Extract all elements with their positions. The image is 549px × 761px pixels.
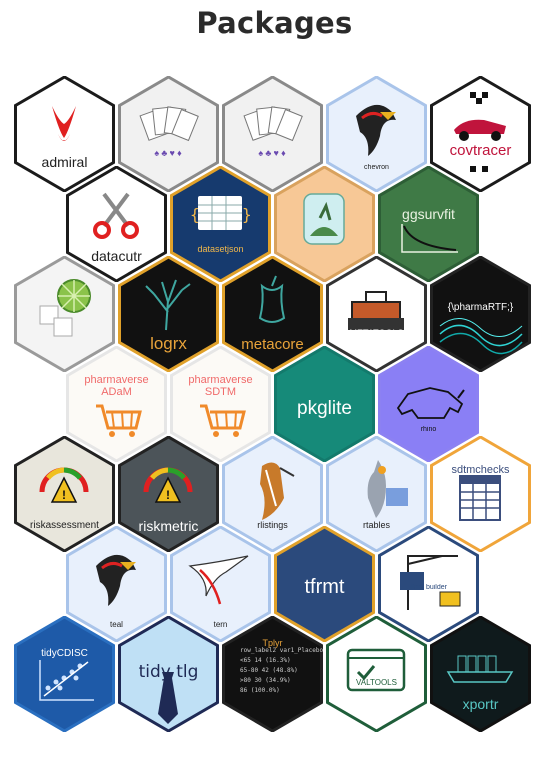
package-hex-chevron[interactable]: chevron — [326, 76, 427, 192]
red-bird-icon — [14, 76, 115, 192]
gauge-icon: ! — [118, 436, 219, 552]
scatter-icon — [14, 616, 115, 732]
crane-icon — [378, 526, 479, 642]
cockatiel-icon — [326, 436, 427, 552]
hex-sticker — [274, 346, 375, 462]
toolbox-icon — [326, 256, 427, 372]
lime-ice-icon — [14, 256, 115, 372]
page-title: Packages — [196, 6, 353, 40]
svg-text:<65 14 (16.3%): <65 14 (16.3%) — [240, 657, 291, 664]
package-hex-terrarium-icon[interactable] — [274, 166, 375, 282]
svg-text:>80 30 (34.9%): >80 30 (34.9%) — [240, 677, 291, 684]
cart-icon — [66, 346, 167, 462]
package-hex-tidy-tlg[interactable]: tidy tlg — [118, 616, 219, 732]
table-grid-icon — [430, 436, 531, 552]
package-hex-playing-cards-icon[interactable]: ♠ ♣ ♥ ♦ — [118, 76, 219, 192]
package-hex-valtools[interactable]: VALTOOLS — [326, 616, 427, 732]
package-hex-metatools[interactable]: METATOOLS — [326, 256, 427, 372]
bird-icon — [326, 76, 427, 192]
package-hex-tern[interactable]: tern — [170, 526, 271, 642]
hoopoe-icon — [222, 436, 323, 552]
package-hex-playing-cards-icon[interactable]: ♠ ♣ ♥ ♦ — [222, 76, 323, 192]
scissors-icon — [66, 166, 167, 282]
tree-icon — [118, 256, 219, 372]
svg-text:}: } — [242, 205, 252, 224]
package-hex-rtables[interactable]: rtables — [326, 436, 427, 552]
cart-icon — [170, 346, 271, 462]
apple-core-icon — [222, 256, 323, 372]
svg-text:row_label2 var1_Placebo: row_label2 var1_Placebo — [240, 647, 323, 654]
tern-bird-icon — [170, 526, 271, 642]
svg-text:{: { — [190, 205, 200, 224]
svg-text:♠ ♣ ♥ ♦: ♠ ♣ ♥ ♦ — [258, 148, 286, 158]
checkmark-icon — [326, 616, 427, 732]
json-grid-icon: {} — [170, 166, 271, 282]
svg-text:86 (100.0%): 86 (100.0%) — [240, 687, 280, 694]
package-hex-pharmaverse-sdtm[interactable]: pharmaverse SDTM — [170, 346, 271, 462]
svg-text:!: ! — [62, 488, 66, 502]
svg-text:65-80 42 (48.8%): 65-80 42 (48.8%) — [240, 667, 298, 674]
package-hex-xportr[interactable]: xportr — [430, 616, 531, 732]
package-hex-lime-ice-icon[interactable] — [14, 256, 115, 372]
rhino-icon — [378, 346, 479, 462]
bird-icon — [66, 526, 167, 642]
gauge-icon: ! — [14, 436, 115, 552]
wave-icon — [430, 256, 531, 372]
package-hex-tidycdisc[interactable]: tidyCDISC — [14, 616, 115, 732]
playing-cards-icon: ♠ ♣ ♥ ♦ — [118, 76, 219, 192]
package-hex-tplyr[interactable]: row_label2 var1_Placebo <65 14 (16.3%) 65-… — [222, 616, 323, 732]
svg-text:♠ ♣ ♥ ♦: ♠ ♣ ♥ ♦ — [154, 148, 182, 158]
playing-cards-icon: ♠ ♣ ♥ ♦ — [222, 76, 323, 192]
ship-icon — [430, 616, 531, 732]
hex-sticker — [274, 526, 375, 642]
tie-icon — [118, 616, 219, 732]
code-table-icon: row_label2 var1_Placebo <65 14 (16.3%) 65-… — [222, 616, 323, 732]
package-hex-rhino[interactable]: rhino — [378, 346, 479, 462]
race-car-icon — [430, 76, 531, 192]
survival-curve-icon — [378, 166, 479, 282]
svg-text:!: ! — [166, 488, 170, 502]
terrarium-icon — [274, 166, 375, 282]
